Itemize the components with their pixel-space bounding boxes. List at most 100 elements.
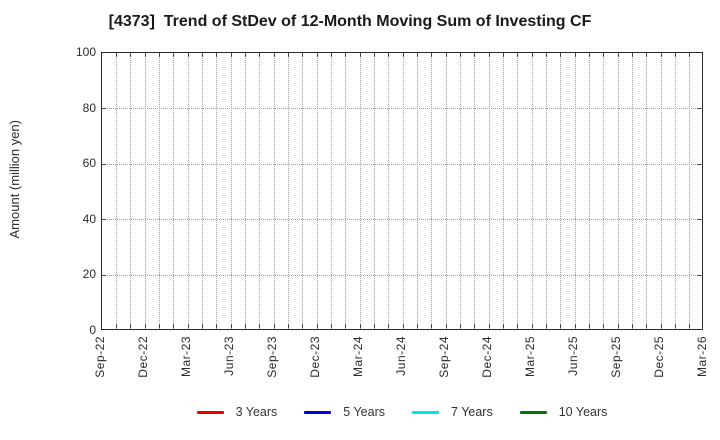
x-gridline <box>603 53 605 329</box>
x-gridline <box>502 53 504 329</box>
x-tick-label: Sep-22 <box>93 336 107 378</box>
x-tick-mark <box>244 324 246 328</box>
x-tick-mark <box>158 324 160 328</box>
x-tick-mark <box>603 324 605 328</box>
y-tick-label: 80 <box>82 100 96 115</box>
x-gridline <box>330 53 332 329</box>
x-gridline <box>459 53 461 329</box>
x-tick-label: Jun-24 <box>394 336 408 376</box>
x-gridline <box>574 53 576 329</box>
x-tick-label: Sep-25 <box>609 336 623 378</box>
x-tick-mark <box>560 324 562 328</box>
y-gridline <box>102 219 702 221</box>
legend-label: 3 Years <box>235 405 278 419</box>
x-tick-mark <box>259 53 261 57</box>
x-tick-label: Mar-23 <box>179 336 193 378</box>
x-tick-mark <box>574 324 576 328</box>
x-gridline <box>646 53 648 329</box>
legend-line-swatch <box>412 410 440 414</box>
x-gridline <box>115 53 117 329</box>
y-tick-label: 100 <box>75 45 96 59</box>
x-tick-label: Sep-23 <box>265 336 279 378</box>
x-gridline <box>588 53 590 329</box>
y-tick-label: 20 <box>82 267 96 282</box>
x-tick-mark <box>388 324 390 328</box>
y-tick-mark <box>697 219 701 221</box>
x-gridline <box>402 53 404 329</box>
x-tick-mark <box>187 324 189 328</box>
x-gridline <box>689 53 691 329</box>
x-tick-label: Mar-24 <box>351 336 365 378</box>
x-tick-mark <box>517 53 519 57</box>
x-gridline <box>617 53 619 329</box>
x-tick-label: Sep-24 <box>437 336 451 378</box>
x-tick-mark <box>359 53 361 57</box>
x-gridline <box>316 53 318 329</box>
x-gridline <box>416 53 418 329</box>
x-tick-mark <box>617 324 619 328</box>
x-tick-mark <box>646 53 648 57</box>
x-gridline <box>144 53 146 329</box>
x-gridline <box>345 53 347 329</box>
x-tick-mark <box>459 53 461 57</box>
x-gridline <box>130 53 132 329</box>
x-tick-mark <box>130 324 132 328</box>
x-tick-mark <box>588 53 590 57</box>
y-tick-mark <box>697 163 701 165</box>
x-tick-mark <box>674 53 676 57</box>
y-tick-mark <box>102 108 106 110</box>
x-gridline <box>158 53 160 329</box>
x-gridline <box>517 53 519 329</box>
x-tick-mark <box>488 324 490 328</box>
x-tick-mark <box>674 324 676 328</box>
y-tick-label: 40 <box>82 211 96 226</box>
x-tick-mark <box>330 53 332 57</box>
x-tick-mark <box>502 53 504 57</box>
legend-item: 7 Years <box>412 403 493 421</box>
x-tick-mark <box>373 53 375 57</box>
x-tick-mark <box>445 53 447 57</box>
y-tick-mark <box>102 274 106 276</box>
legend-item: 10 Years <box>519 403 607 421</box>
x-tick-mark <box>173 324 175 328</box>
legend-item: 5 Years <box>304 403 385 421</box>
x-gridline <box>531 53 533 329</box>
x-tick-label: Dec-22 <box>136 336 150 378</box>
x-tick-mark <box>130 53 132 57</box>
x-tick-label: Dec-25 <box>652 336 666 378</box>
x-tick-mark <box>259 324 261 328</box>
x-gridline <box>287 53 289 329</box>
x-tick-mark <box>230 53 232 57</box>
x-tick-mark <box>545 324 547 328</box>
legend-label: 7 Years <box>451 405 493 419</box>
x-tick-mark <box>345 53 347 57</box>
legend-line-swatch <box>519 410 547 414</box>
x-tick-mark <box>287 324 289 328</box>
x-tick-label: Mar-26 <box>695 336 709 378</box>
y-tick-mark <box>697 274 701 276</box>
y-tick-label: 60 <box>82 156 96 171</box>
x-gridline <box>445 53 447 329</box>
x-tick-mark <box>588 324 590 328</box>
x-tick-mark <box>402 324 404 328</box>
y-tick-label: 0 <box>89 323 96 337</box>
y-gridline <box>102 274 702 276</box>
y-tick-mark <box>697 108 701 110</box>
x-gridline <box>216 53 218 329</box>
x-gridline <box>373 53 375 329</box>
x-tick-mark <box>115 324 117 328</box>
x-tick-mark <box>273 53 275 57</box>
x-gridline <box>488 53 490 329</box>
x-tick-mark <box>373 324 375 328</box>
x-tick-mark <box>431 324 433 328</box>
x-tick-label: Jun-23 <box>222 336 236 376</box>
y-gridline <box>102 163 702 165</box>
y-axis-label: Amount (million yen) <box>7 120 22 239</box>
x-tick-label: Jun-25 <box>566 336 580 376</box>
x-tick-mark <box>302 324 304 328</box>
x-tick-mark <box>359 324 361 328</box>
x-gridline <box>259 53 261 329</box>
x-tick-mark <box>115 53 117 57</box>
x-gridline <box>674 53 676 329</box>
